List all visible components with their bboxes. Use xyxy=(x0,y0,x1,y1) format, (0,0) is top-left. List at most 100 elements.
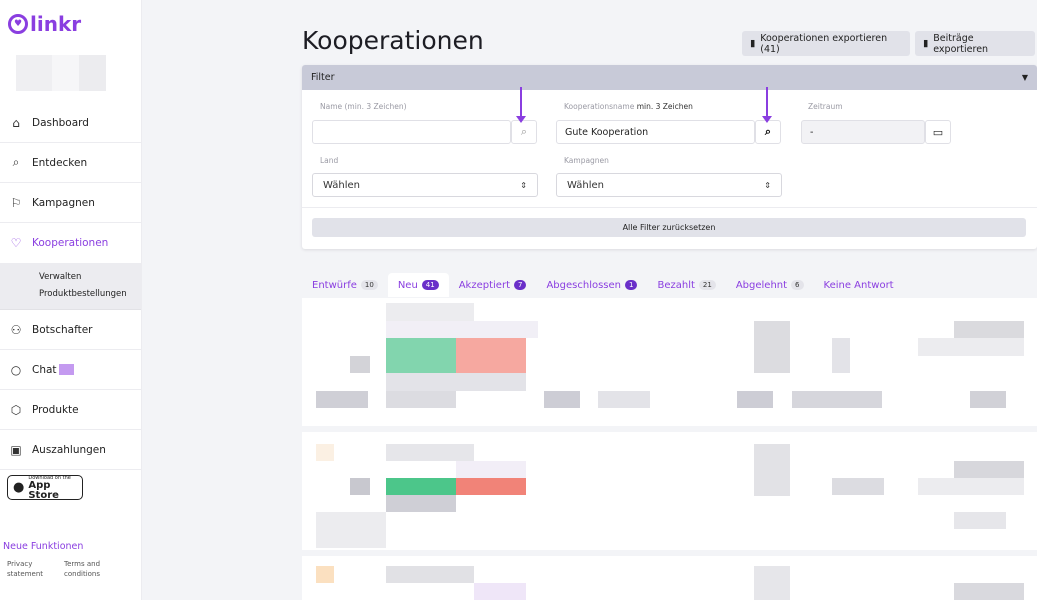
tab-label: Keine Antwort xyxy=(823,279,894,291)
blurred-content xyxy=(918,338,1024,356)
blurred-content xyxy=(316,566,334,583)
reset-filters-button[interactable]: Alle Filter zurücksetzen xyxy=(312,218,1026,237)
campaign-label: Kampagnen xyxy=(564,156,609,165)
sidebar-item-label: Kooperationen xyxy=(32,237,109,249)
new-features-link[interactable]: Neue Funktionen xyxy=(3,541,84,552)
logo[interactable]: ♥ linkr xyxy=(8,12,81,36)
tab-count-badge: 6 xyxy=(791,280,804,290)
filter-header[interactable]: Filter ▼ xyxy=(302,65,1037,90)
sidebar-item-chat[interactable]: ○ Chat xyxy=(0,350,141,390)
tab-abgelehnt[interactable]: Abgelehnt 6 xyxy=(726,273,814,297)
coop-name-search-button[interactable]: ⌕ xyxy=(755,120,781,144)
heart-logo-icon: ♥ xyxy=(8,14,28,34)
tab-label: Bezahlt xyxy=(657,279,695,291)
wallet-icon: ▣ xyxy=(10,442,22,457)
sort-arrows-icon: ⇕ xyxy=(764,180,771,190)
tab-count-badge: 10 xyxy=(360,280,378,290)
annotation-arrow xyxy=(516,87,526,123)
blurred-content xyxy=(737,391,773,408)
blurred-content xyxy=(970,391,1006,408)
calendar-icon: ▭ xyxy=(932,125,944,139)
blurred-content xyxy=(918,478,1024,495)
blurred-content xyxy=(350,356,370,373)
blurred-content xyxy=(386,373,526,391)
kooperationen-subnav: Verwalten Produktbestellungen xyxy=(0,263,141,310)
blurred-content xyxy=(954,512,1006,529)
app-store-badge[interactable]: ● Download on the App Store xyxy=(7,475,83,500)
chat-unread-badge xyxy=(58,364,74,375)
sidebar-item-entdecken[interactable]: ⌕ Entdecken xyxy=(0,143,141,183)
tab-count-badge: 21 xyxy=(698,280,716,290)
cooperation-card[interactable] xyxy=(302,556,1037,600)
sidebar-item-label: Botschafter xyxy=(32,323,93,336)
sidebar-item-label: Chat xyxy=(32,363,57,376)
status-tabs: Entwürfe 10 Neu 41 Akzeptiert 7 Abgeschl… xyxy=(302,273,904,297)
blurred-content xyxy=(386,495,456,512)
blurred-content xyxy=(386,391,456,408)
tab-keine-antwort[interactable]: Keine Antwort xyxy=(814,273,904,297)
period-input[interactable]: - xyxy=(801,120,925,144)
export-cooperations-button[interactable]: ▮ Kooperationen exportieren (41) xyxy=(742,31,910,56)
cooperation-card[interactable] xyxy=(302,298,1037,426)
tab-count-badge: 7 xyxy=(513,280,527,290)
coop-name-label-b: min. 3 Zeichen xyxy=(636,102,693,111)
name-input[interactable] xyxy=(312,120,511,144)
search-icon: ⌕ xyxy=(12,155,20,169)
apple-icon: ● xyxy=(13,480,25,495)
sidebar-item-kampagnen[interactable]: ⚐ Kampagnen xyxy=(0,183,141,223)
blurred-content xyxy=(954,321,1024,338)
calendar-button[interactable]: ▭ xyxy=(925,120,951,144)
tab-label: Entwürfe xyxy=(312,279,357,291)
blurred-content xyxy=(598,391,650,408)
box-icon: ⬡ xyxy=(10,402,22,417)
appstore-small-text: Download on the xyxy=(28,474,71,481)
country-select[interactable]: Wählen ⇕ xyxy=(312,173,538,197)
blurred-content xyxy=(386,338,456,373)
chat-icon: ○ xyxy=(10,362,22,377)
country-label: Land xyxy=(320,156,339,165)
blurred-content xyxy=(386,478,456,495)
sidebar-item-label: Entdecken xyxy=(32,156,88,169)
tab-count-badge: 41 xyxy=(421,280,439,290)
file-icon: ▮ xyxy=(923,38,929,49)
blurred-content xyxy=(954,461,1024,478)
terms-link[interactable]: Terms and conditions xyxy=(64,560,101,578)
appstore-big-text: App Store xyxy=(28,479,59,501)
page-title: Kooperationen xyxy=(302,26,484,55)
sidebar-item-dashboard[interactable]: ⌂ Dashboard xyxy=(0,103,141,143)
blurred-content xyxy=(832,478,884,495)
sidebar-item-auszahlungen[interactable]: ▣ Auszahlungen xyxy=(0,430,141,470)
home-icon: ⌂ xyxy=(12,115,20,130)
campaign-select[interactable]: Wählen ⇕ xyxy=(556,173,782,197)
tab-label: Abgelehnt xyxy=(735,279,788,291)
heart-icon: ♡ xyxy=(10,236,22,250)
blurred-content xyxy=(316,391,368,408)
sidebar-item-label: Dashboard xyxy=(32,116,89,129)
caret-down-icon: ▼ xyxy=(1021,73,1028,82)
name-search-button[interactable]: ⌕ xyxy=(511,120,537,144)
period-label: Zeitraum xyxy=(808,102,843,111)
export-posts-button[interactable]: ▮ Beiträge exportieren xyxy=(915,31,1035,56)
annotation-arrow xyxy=(762,87,772,123)
tab-abgeschlossen[interactable]: Abgeschlossen 1 xyxy=(536,273,647,297)
sidebar-nav: ⌂ Dashboard ⌕ Entdecken ⚐ Kampagnen ♡ Ko… xyxy=(0,103,141,470)
subnav-item-produktbestellungen[interactable]: Produktbestellungen xyxy=(39,289,127,299)
sidebar-item-produkte[interactable]: ⬡ Produkte xyxy=(0,390,141,430)
coop-name-input[interactable]: Gute Kooperation xyxy=(556,120,755,144)
sidebar-item-botschafter[interactable]: ⚇ Botschafter xyxy=(0,310,141,350)
sidebar-item-label: Auszahlungen xyxy=(32,443,106,456)
privacy-link[interactable]: Privacy statement xyxy=(7,560,44,578)
subnav-item-verwalten[interactable]: Verwalten xyxy=(39,272,82,282)
cooperation-card[interactable] xyxy=(302,432,1037,550)
tab-entwuerfe[interactable]: Entwürfe 10 xyxy=(302,273,388,297)
filter-divider xyxy=(302,207,1037,208)
coop-name-label: Kooperationsname min. 3 Zeichen xyxy=(564,102,693,111)
coop-name-label-a: Kooperationsname xyxy=(564,102,635,111)
sidebar-item-kooperationen[interactable]: ♡ Kooperationen xyxy=(0,223,141,263)
blurred-content xyxy=(544,391,580,408)
tab-neu[interactable]: Neu 41 xyxy=(387,273,449,297)
tab-akzeptiert[interactable]: Akzeptiert 7 xyxy=(449,273,537,297)
tab-bezahlt[interactable]: Bezahlt 21 xyxy=(647,273,725,297)
blurred-content xyxy=(350,478,370,495)
account-info xyxy=(16,55,106,91)
